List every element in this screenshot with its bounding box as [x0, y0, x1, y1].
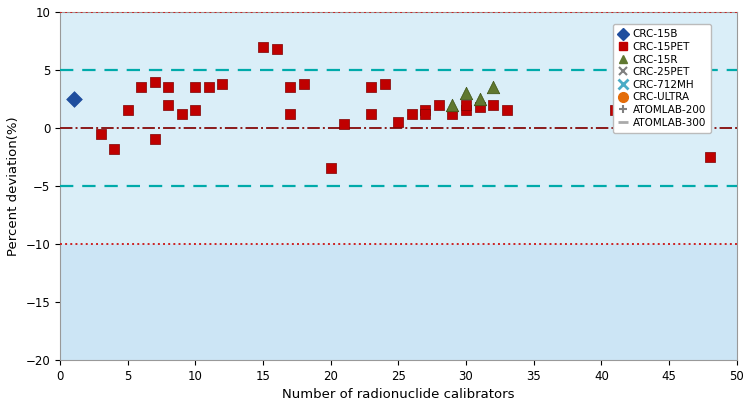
Point: [108, 146, 120, 152]
Legend: CRC-15B, CRC-15PET, CRC-15R, CRC-25PET, CRC-712MH, CRC-ULTRA, ATOMLAB-200, ATOML: CRC-15B, CRC-15PET, CRC-15R, CRC-25PET, …: [613, 24, 711, 133]
Point: [569, 171, 581, 177]
Point: [704, 153, 716, 160]
Point: [596, 139, 608, 145]
Point: [569, 185, 581, 191]
Bar: [60, 12, 737, 244]
Point: [433, 102, 445, 108]
Point: [135, 84, 147, 91]
Point: [216, 80, 228, 87]
Point: [284, 84, 296, 91]
Point: [365, 111, 377, 117]
Point: [162, 84, 174, 91]
Point: [189, 84, 201, 91]
Point: [528, 160, 540, 166]
Point: [379, 80, 391, 87]
Point: [501, 115, 513, 122]
Point: [663, 128, 675, 135]
Point: [609, 131, 621, 137]
Point: [257, 44, 269, 50]
Point: [324, 165, 336, 172]
Point: [650, 61, 662, 67]
Point: [406, 111, 418, 117]
Point: [284, 111, 296, 117]
X-axis label: Number of radionuclide calibrators: Number of radionuclide calibrators: [282, 388, 514, 401]
Point: [704, 339, 716, 346]
Point: [460, 90, 472, 96]
Point: [663, 200, 675, 206]
Point: [446, 111, 458, 117]
Point: [270, 46, 282, 52]
Point: [176, 111, 188, 117]
Point: [609, 107, 621, 114]
Point: [677, 73, 689, 79]
Point: [189, 107, 201, 114]
Point: [149, 78, 161, 85]
Point: [149, 136, 161, 143]
Point: [460, 102, 472, 108]
Point: [419, 111, 431, 117]
Point: [122, 107, 134, 114]
Point: [663, 200, 675, 206]
Point: [514, 119, 526, 125]
Point: [446, 102, 458, 108]
Point: [487, 84, 499, 91]
Point: [68, 95, 80, 102]
Point: [582, 131, 594, 137]
Point: [297, 80, 309, 87]
Point: [501, 107, 513, 114]
Point: [365, 84, 377, 91]
Point: [162, 102, 174, 108]
Point: [541, 165, 553, 172]
Point: [636, 26, 648, 33]
Point: [338, 121, 350, 128]
Y-axis label: Percent deviation(%): Percent deviation(%): [7, 116, 20, 256]
Point: [419, 107, 431, 114]
Point: [460, 107, 472, 114]
Point: [474, 95, 486, 102]
Point: [487, 102, 499, 108]
Point: [474, 104, 486, 110]
Point: [95, 131, 107, 137]
Point: [555, 177, 567, 183]
Point: [203, 84, 215, 91]
Point: [392, 119, 404, 125]
